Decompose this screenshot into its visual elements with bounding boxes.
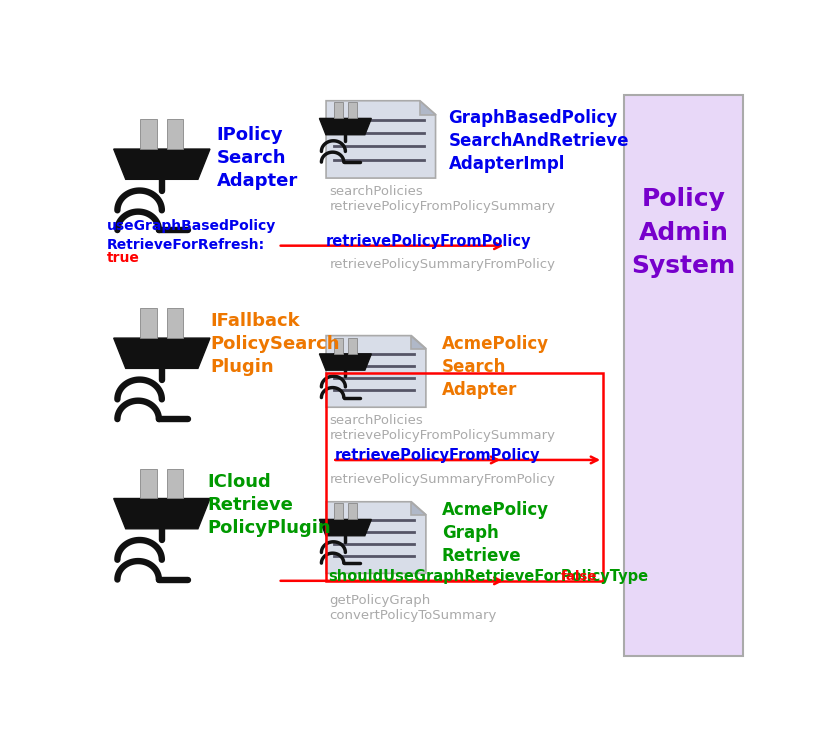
Bar [140, 469, 157, 498]
Text: GraphBasedPolicy
SearchAndRetrieve
AdapterImpl: GraphBasedPolicy SearchAndRetrieve Adapt… [449, 109, 629, 173]
Polygon shape [319, 519, 371, 536]
Bar [348, 504, 357, 519]
Polygon shape [319, 354, 371, 371]
Bar [167, 309, 184, 338]
Text: retrievePolicySummaryFromPolicy: retrievePolicySummaryFromPolicy [329, 473, 555, 487]
Bar [348, 103, 357, 118]
Bar [167, 469, 184, 498]
Bar [167, 119, 184, 149]
Text: AcmePolicy
Graph
Retrieve: AcmePolicy Graph Retrieve [442, 501, 549, 565]
Bar [334, 103, 342, 118]
Text: IFallback
PolicySearch
Plugin: IFallback PolicySearch Plugin [210, 312, 340, 376]
Bar [334, 504, 342, 519]
Text: getPolicyGraph: getPolicyGraph [329, 594, 430, 607]
Polygon shape [326, 100, 435, 178]
Text: retrievePolicySummaryFromPolicy: retrievePolicySummaryFromPolicy [329, 257, 555, 271]
Text: retrievePolicyFromPolicy: retrievePolicyFromPolicy [334, 448, 540, 463]
Polygon shape [114, 338, 210, 368]
Bar [140, 119, 157, 149]
Text: ICloud
Retrieve
PolicyPlugin: ICloud Retrieve PolicyPlugin [207, 472, 331, 536]
Polygon shape [411, 501, 425, 515]
Polygon shape [420, 100, 435, 115]
Text: searchPolicies: searchPolicies [329, 414, 423, 427]
Text: shouldUseGraphRetrieveForPolicyType: shouldUseGraphRetrieveForPolicyType [328, 568, 648, 584]
Polygon shape [326, 501, 425, 574]
Bar [326, 373, 603, 581]
Text: retrievePolicyFromPolicySummary: retrievePolicyFromPolicySummary [329, 429, 555, 443]
Polygon shape [411, 336, 425, 348]
Bar [348, 338, 357, 354]
Polygon shape [114, 149, 210, 179]
Bar [624, 95, 744, 656]
Polygon shape [319, 118, 371, 135]
Text: retrievePolicyFromPolicySummary: retrievePolicyFromPolicySummary [329, 200, 555, 214]
Text: retrievePolicyFromPolicy: retrievePolicyFromPolicy [326, 234, 532, 248]
Text: Policy
Admin
System: Policy Admin System [632, 187, 736, 278]
Polygon shape [326, 336, 425, 407]
Bar [140, 309, 157, 338]
Text: false: false [561, 570, 597, 583]
Text: useGraphBasedPolicy
RetrieveForRefresh:: useGraphBasedPolicy RetrieveForRefresh: [107, 219, 277, 251]
Text: convertPolicyToSummary: convertPolicyToSummary [329, 609, 497, 622]
Text: AcmePolicy
Search
Adapter: AcmePolicy Search Adapter [442, 336, 549, 399]
Text: searchPolicies: searchPolicies [329, 185, 423, 198]
Polygon shape [114, 498, 210, 529]
Bar [334, 338, 342, 354]
Text: true: true [107, 251, 140, 266]
Text: IPolicy
Search
Adapter: IPolicy Search Adapter [217, 126, 297, 190]
